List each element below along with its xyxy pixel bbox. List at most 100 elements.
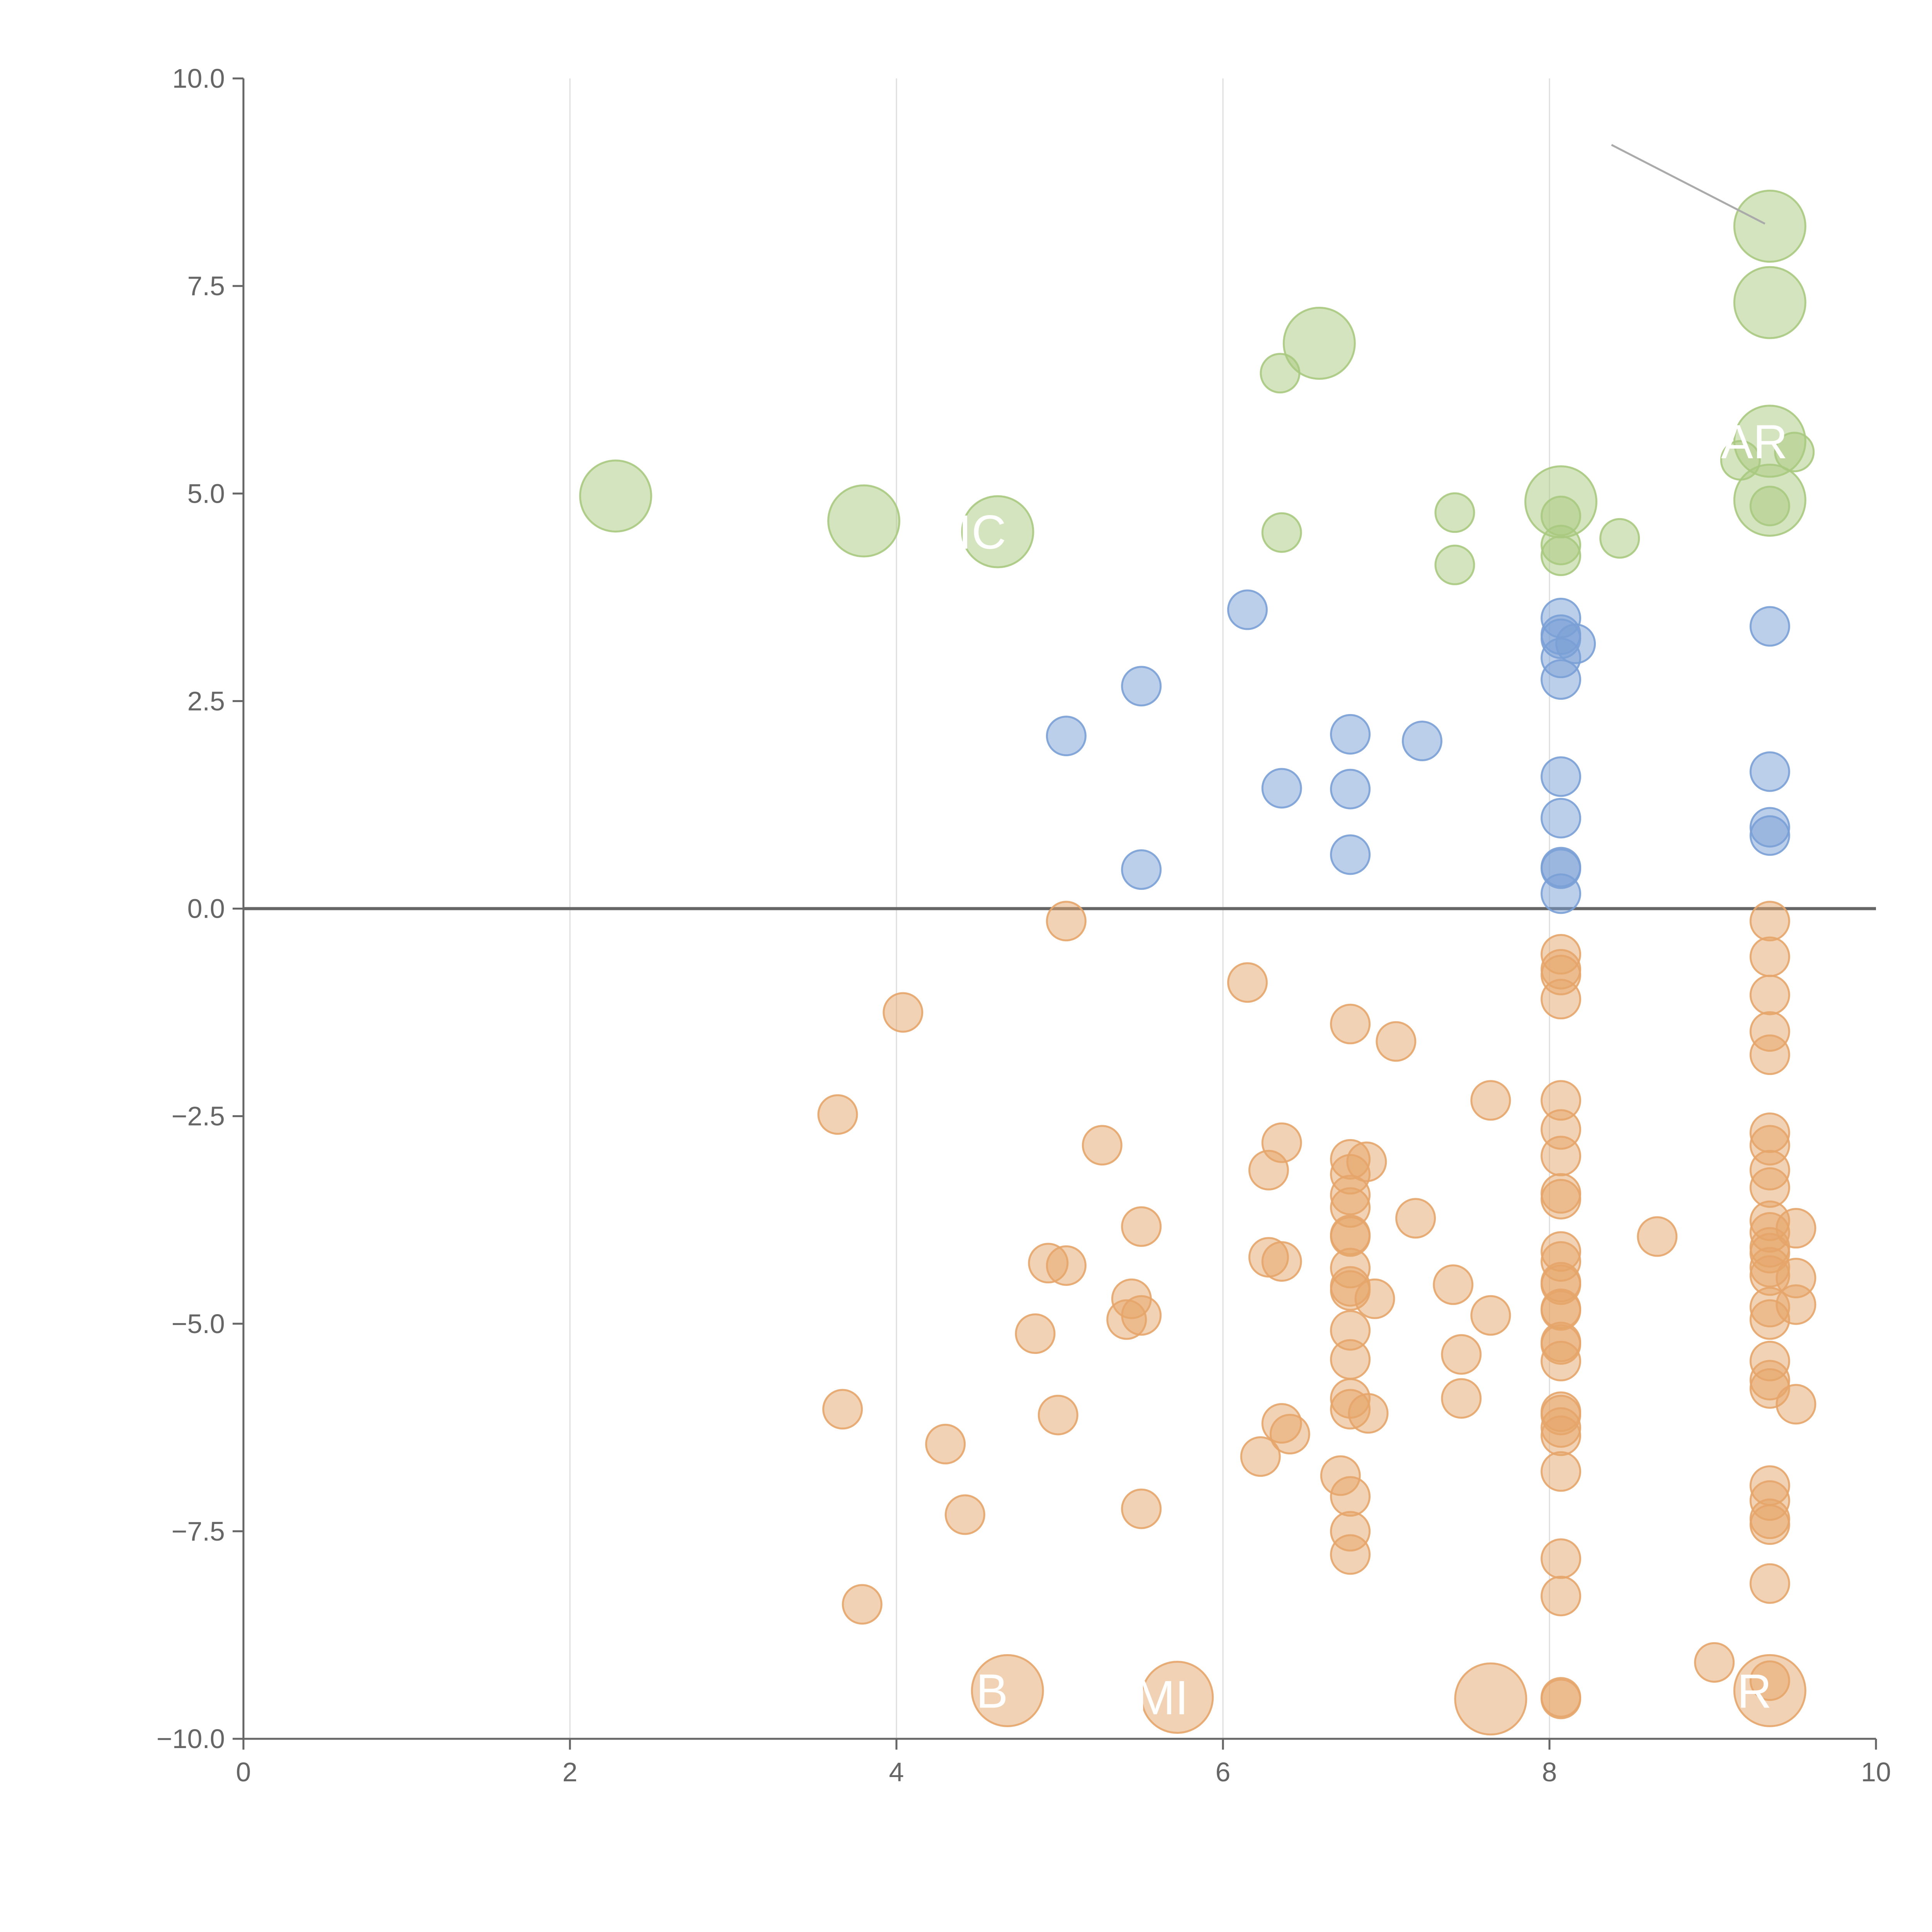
x-tick-label: 6 <box>1216 1757 1231 1787</box>
scatter-point-blue <box>1541 659 1582 700</box>
point-annotation: IC <box>958 506 1006 559</box>
scatter-point-orange <box>1121 1488 1162 1529</box>
scatter-point-green <box>961 495 1034 568</box>
y-tick-label: −7.5 <box>172 1516 225 1546</box>
scatter-point-orange <box>1433 1264 1474 1305</box>
scatter-point-orange <box>1749 901 1790 942</box>
x-tick-label: 4 <box>889 1757 904 1787</box>
scatter-point-blue <box>1330 714 1371 755</box>
scatter-point-orange <box>1441 1378 1482 1419</box>
scatter-point-blue <box>1121 849 1162 890</box>
point-annotation: AR <box>1721 415 1787 469</box>
y-tick-label: 5.0 <box>187 478 225 509</box>
scatter-point-orange <box>1749 1563 1790 1604</box>
scatter-point-orange <box>1541 1575 1582 1616</box>
scatter-point-orange <box>1470 1295 1511 1336</box>
scatter-point-orange <box>1749 1034 1790 1075</box>
scatter-point-orange <box>1046 1245 1087 1286</box>
scatter-point-orange <box>1470 1080 1511 1121</box>
scatter-point-orange <box>817 1094 858 1135</box>
scatter-point-orange <box>1637 1216 1678 1257</box>
scatter-point-orange <box>1330 1003 1371 1044</box>
scatter-point-orange <box>1749 936 1790 977</box>
scatter-point-orange <box>1694 1642 1735 1683</box>
scatter-point-blue <box>1261 768 1302 809</box>
scatter-point-green <box>1260 353 1301 394</box>
scatter-point-blue <box>1330 834 1371 875</box>
scatter-point-blue <box>1121 666 1162 707</box>
scatter-point-green <box>827 484 900 558</box>
x-tick-label: 10 <box>1861 1757 1891 1787</box>
y-tick-label: 10.0 <box>172 63 225 94</box>
scatter-point-green <box>1261 512 1302 553</box>
axis-layer: 0 2 4 6 8 10 −10.0 −7.5 −5.0 −2.5 0.0 2.5 5.0 7.5 10.0 <box>156 63 1891 1787</box>
scatter-point-orange <box>1046 901 1087 942</box>
scatter-point-blue <box>1046 716 1087 757</box>
scatter-point-orange <box>1269 1414 1310 1455</box>
scatter-point-blue <box>1541 873 1582 914</box>
scatter-point-orange <box>1541 1136 1582 1177</box>
y-tick-label: −10.0 <box>156 1724 225 1754</box>
y-tick-label: 2.5 <box>187 686 225 716</box>
scatter-point-orange <box>1354 1278 1395 1319</box>
scatter-point-orange <box>1776 1208 1816 1249</box>
scatter-point-orange <box>1749 1504 1790 1545</box>
scatter-point-blue <box>1749 815 1790 856</box>
scatter-point-orange <box>1733 1654 1806 1727</box>
scatter-point-orange <box>1541 1179 1582 1219</box>
scatter-point-orange <box>1330 1339 1371 1380</box>
scatter-point-orange <box>1776 1384 1816 1425</box>
scatter-point-green <box>1541 535 1582 576</box>
scatter-point-orange <box>1348 1393 1389 1434</box>
scatter-point-green <box>1434 492 1475 533</box>
scatter-point-orange <box>1541 1451 1582 1492</box>
scatter-point-orange <box>944 1494 985 1535</box>
scatter-point-orange <box>1541 1679 1582 1719</box>
scatter-point-orange <box>1376 1021 1417 1062</box>
scatter-point-orange <box>822 1389 863 1430</box>
scatter-point-green <box>1720 440 1761 481</box>
scatter-point-green <box>1282 306 1356 380</box>
scatter-point-green <box>579 459 652 533</box>
scatter-point-green <box>1434 544 1475 585</box>
scatter-point-blue <box>1541 798 1582 838</box>
scatter-point-orange <box>1015 1313 1056 1354</box>
x-tick-label: 8 <box>1542 1757 1557 1787</box>
scatter-point-orange <box>1776 1284 1816 1325</box>
y-tick-label: −5.0 <box>172 1309 225 1339</box>
scatter-point-orange <box>1541 979 1582 1020</box>
scatter-point-orange <box>1454 1662 1527 1736</box>
scatter-point-orange <box>1541 1340 1582 1381</box>
scatter-point-orange <box>1330 1534 1371 1575</box>
annotation-layer: AR IC B MI R <box>958 144 1788 1725</box>
scatter-point-orange <box>1082 1125 1122 1166</box>
scatter-point-orange <box>1037 1395 1078 1435</box>
leader-line <box>1611 144 1765 225</box>
scatter-point-orange <box>883 992 923 1033</box>
scatter-point-blue <box>1749 606 1790 647</box>
scatter-point-blue <box>1401 721 1442 762</box>
point-layer <box>579 189 1816 1736</box>
scatter-point-orange <box>1541 1415 1582 1456</box>
scatter-point-orange <box>1749 975 1790 1015</box>
y-tick-label: 7.5 <box>187 271 225 301</box>
scatter-point-orange <box>1330 1476 1371 1517</box>
scatter-point-orange <box>842 1584 883 1625</box>
scatter-point-green <box>1733 189 1806 263</box>
scatter-point-orange <box>1395 1198 1436 1239</box>
scatter-point-orange <box>1261 1241 1302 1282</box>
scatter-point-blue <box>1541 756 1582 797</box>
x-tick-label: 2 <box>563 1757 578 1787</box>
scatter-point-blue <box>1227 589 1268 630</box>
scatter-point-green <box>1774 432 1815 473</box>
y-tick-label: −2.5 <box>172 1101 225 1131</box>
scatter-point-orange <box>1441 1334 1482 1375</box>
scatter-point-green <box>1749 485 1790 526</box>
point-annotation: B <box>976 1665 1008 1718</box>
scatter-point-orange <box>1240 1436 1281 1477</box>
scatter-point-orange <box>1227 962 1268 1003</box>
x-tick-label: 0 <box>236 1757 251 1787</box>
scatter-point-green <box>1599 518 1640 559</box>
